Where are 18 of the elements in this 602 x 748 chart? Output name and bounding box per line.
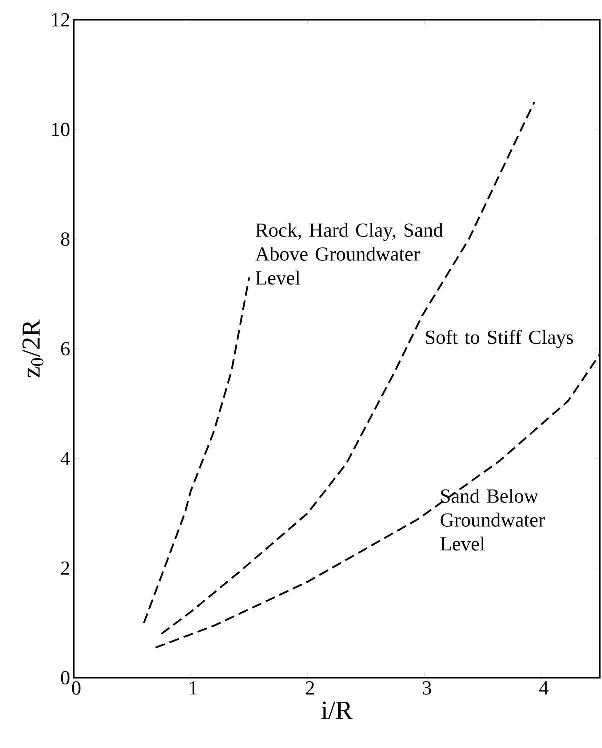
y-tick-label: 10: [52, 122, 70, 136]
x-tick-label: 2: [306, 682, 314, 695]
series-label: Rock, Hard Clay, Sand Above Groundwater Level: [256, 223, 444, 285]
x-axis-title: i/R: [322, 702, 353, 720]
y-tick-label: 6: [61, 342, 70, 356]
x-tick-label: 4: [539, 682, 549, 695]
x-tick-label: 3: [423, 682, 432, 695]
line-series: [143, 276, 250, 624]
y-tick-label: 8: [61, 232, 70, 246]
x-tick-label: 1: [190, 682, 198, 695]
series-label: Soft to Stiff Clays: [426, 330, 574, 348]
y-tick-label: 12: [52, 13, 70, 27]
y-axis-title: z$_{0}$/2R: [22, 320, 44, 378]
y-tick-label: 0: [61, 671, 70, 685]
y-tick-label: 4: [60, 452, 70, 466]
y-tick-label: 2: [61, 562, 70, 575]
series-label: Sand Below Groundwater Level: [440, 489, 546, 551]
x-tick-label: 0: [72, 682, 81, 695]
